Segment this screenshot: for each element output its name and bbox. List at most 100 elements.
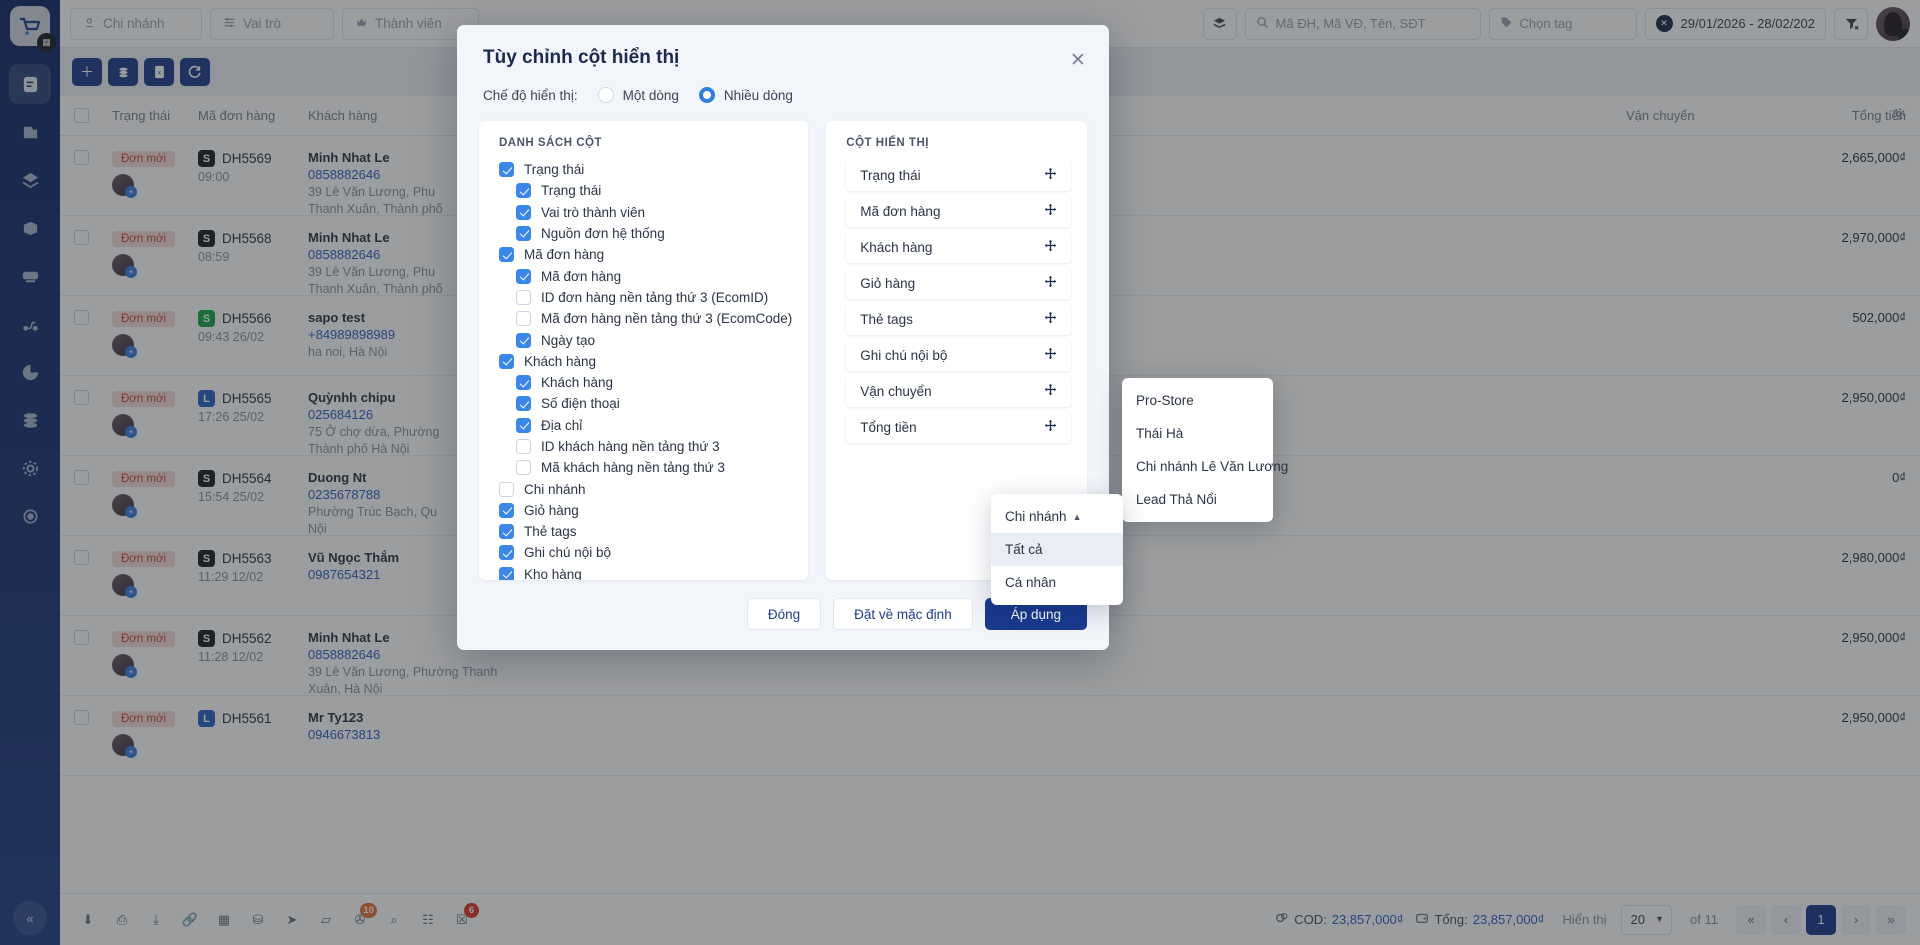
member-filter-chip[interactable]: Thành viên <box>342 7 479 40</box>
column-checkbox[interactable] <box>499 247 514 263</box>
column-option-17[interactable]: Thẻ tags <box>499 521 792 542</box>
close-icon[interactable]: ✕ <box>1070 49 1086 71</box>
tag-icon[interactable]: ▱ <box>321 911 331 927</box>
page-button[interactable]: ‹ <box>1771 904 1801 935</box>
sidebar-item-shipping[interactable] <box>9 208 51 248</box>
tag-filter-box[interactable]: Chọn tag <box>1488 7 1637 40</box>
database-icon[interactable] <box>108 58 138 86</box>
column-checkbox[interactable] <box>516 268 531 284</box>
refresh-button[interactable] <box>180 58 210 86</box>
search-input[interactable] <box>1275 16 1470 31</box>
column-option-13[interactable]: ID khách hàng nền tảng thứ 3 <box>499 436 792 457</box>
move-handle-icon[interactable] <box>1044 419 1057 435</box>
row-order-code[interactable]: DH5569 <box>222 151 272 166</box>
branch-option-3[interactable]: Lead Thả Nổi <box>1136 492 1217 507</box>
column-header-shipping[interactable]: Vận chuyển <box>1626 108 1695 123</box>
display-column-4[interactable]: Thẻ tags <box>846 303 1071 335</box>
excel-export-button[interactable]: x <box>144 58 174 86</box>
radio-single-line[interactable]: Một dòng <box>597 87 679 103</box>
column-checkbox[interactable] <box>499 524 514 540</box>
branch-option-0[interactable]: Pro-Store <box>1136 393 1194 408</box>
column-checkbox[interactable] <box>516 332 531 348</box>
row-order-code[interactable]: DH5561 <box>222 711 272 726</box>
row-customer-phone[interactable]: +84989898989 <box>308 327 396 342</box>
column-checkbox[interactable] <box>516 204 531 220</box>
layers-icon[interactable] <box>1202 7 1237 40</box>
table-row[interactable]: Đơn mới + S DH5563 11:29 12/02 Vũ Ngọc Thắm 09… <box>60 536 1920 616</box>
move-handle-icon[interactable] <box>1044 203 1057 219</box>
gear-icon[interactable] <box>1892 107 1906 124</box>
column-checkbox[interactable] <box>516 439 531 454</box>
add-assignee-icon[interactable]: + <box>125 586 137 598</box>
row-customer-phone[interactable]: 0858882646 <box>308 247 381 262</box>
row-checkbox[interactable] <box>74 696 112 725</box>
page-button[interactable]: » <box>1876 904 1906 935</box>
per-page-select[interactable]: 20 ▾ <box>1620 904 1673 935</box>
sidebar-item-orders[interactable] <box>9 64 51 104</box>
column-checkbox[interactable] <box>499 353 514 369</box>
row-customer-phone[interactable]: 0987654321 <box>308 567 381 582</box>
column-checkbox[interactable] <box>499 502 514 518</box>
display-column-5[interactable]: Ghi chú nội bộ <box>846 339 1071 371</box>
row-order-code[interactable]: DH5562 <box>222 631 272 646</box>
add-order-button[interactable]: ＋ <box>72 58 102 86</box>
column-header-code[interactable]: Mã đơn hàng <box>198 108 276 123</box>
sidebar-item-pos[interactable] <box>9 256 51 296</box>
column-option-8[interactable]: Ngày tạo <box>499 329 792 350</box>
sidebar-item-reports[interactable] <box>9 352 51 392</box>
scope-option-all[interactable]: Tất cả <box>991 533 1123 566</box>
column-checkbox[interactable] <box>499 162 514 178</box>
display-column-7[interactable]: Tổng tiền <box>846 411 1071 443</box>
column-option-1[interactable]: Trạng thái <box>499 180 792 201</box>
reset-default-button[interactable]: Đặt về mặc định <box>833 598 973 630</box>
close-button[interactable]: Đóng <box>746 598 822 630</box>
table-row[interactable]: Đơn mới + L DH5561 Mr Ty123 0946673813 2,950,0… <box>60 696 1920 776</box>
download-icon[interactable]: ⬇ <box>82 911 94 927</box>
page-button[interactable]: 1 <box>1806 904 1836 935</box>
table-row[interactable]: Đơn mới + S DH5562 11:28 12/02 Minh Nhat Le 08… <box>60 616 1920 696</box>
order-search-box[interactable] <box>1244 7 1481 40</box>
add-assignee-icon[interactable]: + <box>125 666 137 678</box>
column-option-10[interactable]: Khách hàng <box>499 372 792 393</box>
column-checkbox[interactable] <box>516 289 531 305</box>
move-handle-icon[interactable] <box>1044 275 1057 291</box>
column-checkbox[interactable] <box>516 226 531 242</box>
column-checkbox[interactable] <box>516 396 531 412</box>
branch-option-1[interactable]: Thái Hà <box>1136 426 1184 441</box>
column-header-total[interactable]: Tổng tiền <box>1851 108 1906 123</box>
row-checkbox[interactable] <box>74 296 112 325</box>
column-option-19[interactable]: Kho hàng <box>499 564 792 580</box>
column-option-4[interactable]: Mã đơn hàng <box>499 244 792 265</box>
row-customer-phone[interactable]: 0235678788 <box>308 487 381 502</box>
cart-logo-icon[interactable]: ▦ <box>10 6 56 52</box>
column-checkbox[interactable] <box>516 417 531 433</box>
column-checkbox[interactable] <box>516 375 531 391</box>
row-order-code[interactable]: DH5564 <box>222 471 272 486</box>
scope-dropdown-header[interactable]: Chi nhánh ▲ <box>991 500 1123 533</box>
scope-option-personal[interactable]: Cá nhân <box>991 566 1123 599</box>
display-column-2[interactable]: Khách hàng <box>846 231 1071 263</box>
row-order-code[interactable]: DH5563 <box>222 551 272 566</box>
page-button[interactable]: › <box>1841 904 1871 935</box>
sidebar-item-products[interactable] <box>9 112 51 152</box>
column-header-status[interactable]: Trạng thái <box>112 108 171 123</box>
page-button[interactable]: « <box>1736 904 1766 935</box>
row-order-code[interactable]: DH5565 <box>222 391 272 406</box>
move-handle-icon[interactable] <box>1044 347 1057 363</box>
import-icon[interactable]: ⤓ <box>153 911 159 927</box>
sidebar-item-database[interactable] <box>9 400 51 440</box>
branch-option-2[interactable]: Chi nhánh Lê Văn Lương <box>1136 459 1289 474</box>
add-assignee-icon[interactable]: + <box>125 506 137 518</box>
branch-filter-chip[interactable]: Chi nhánh <box>70 7 202 40</box>
row-customer-phone[interactable]: 0858882646 <box>308 167 381 182</box>
row-checkbox[interactable] <box>74 376 112 405</box>
column-option-15[interactable]: Chi nhánh <box>499 478 792 499</box>
column-option-3[interactable]: Nguồn đơn hệ thống <box>499 223 792 244</box>
clear-date-icon[interactable]: ✕ <box>1655 15 1673 32</box>
add-assignee-icon[interactable]: + <box>125 346 137 358</box>
column-option-12[interactable]: Địa chỉ <box>499 415 792 436</box>
column-option-14[interactable]: Mã khách hàng nền tảng thứ 3 <box>499 457 792 478</box>
display-column-3[interactable]: Giỏ hàng <box>846 267 1071 299</box>
radio-multi-line[interactable]: Nhiều dòng <box>698 87 793 103</box>
column-option-7[interactable]: Mã đơn hàng nền tảng thứ 3 (EcomCode) <box>499 308 792 329</box>
